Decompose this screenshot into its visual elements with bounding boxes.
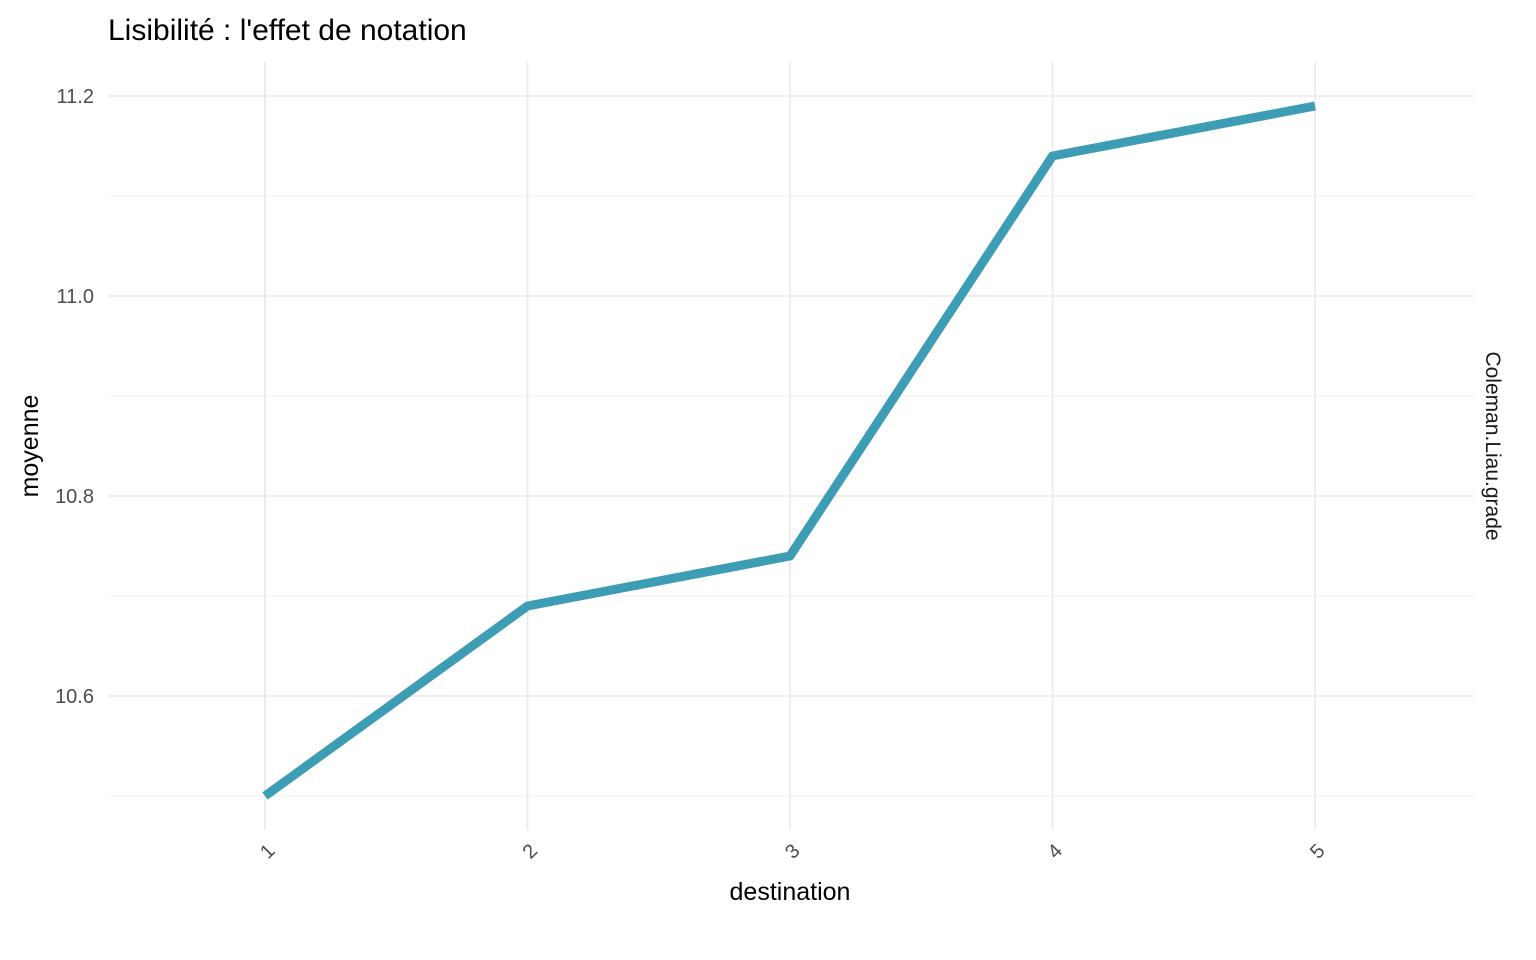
chart-title: Lisibilité : l'effet de notation	[108, 14, 467, 47]
x-axis-ticks: 1 2 3 4 5	[256, 840, 1329, 863]
major-gridlines	[108, 62, 1474, 830]
facet-strip-label: Coleman.Liau.grade	[1481, 351, 1504, 540]
y-tick-label: 10.6	[55, 686, 94, 708]
y-axis-ticks: 10.6 10.8 11.0 11.2	[55, 86, 94, 708]
y-tick-label: 11.2	[57, 86, 94, 108]
x-tick-label: 3	[781, 840, 804, 863]
y-tick-label: 10.8	[55, 486, 94, 508]
x-tick-label: 4	[1044, 840, 1067, 863]
y-tick-label: 11.0	[57, 286, 94, 308]
series-layer	[262, 101, 1316, 800]
x-tick-label: 2	[519, 840, 542, 863]
x-axis-title: destination	[730, 878, 851, 906]
x-tick-label: 5	[1306, 840, 1329, 863]
y-axis-title: moyenne	[16, 395, 44, 498]
x-tick-label: 1	[256, 840, 279, 863]
minor-gridlines	[108, 195, 1474, 797]
